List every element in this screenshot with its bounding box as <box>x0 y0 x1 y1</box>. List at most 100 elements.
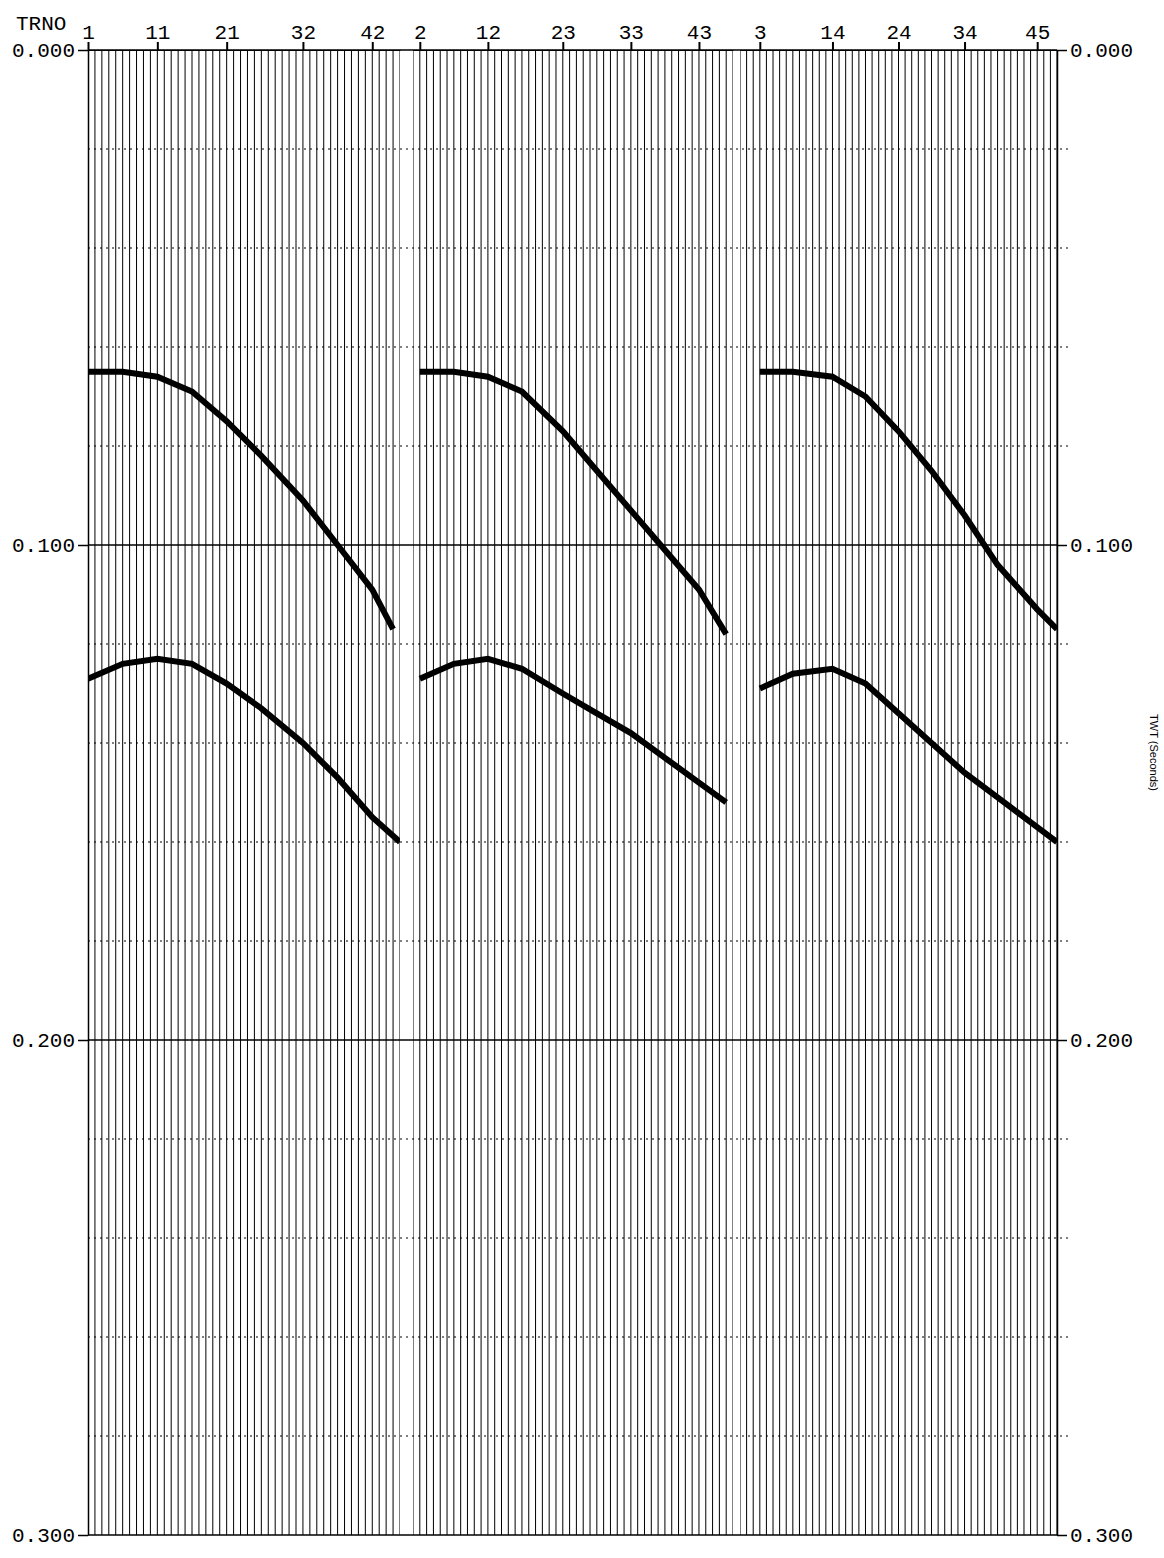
x-axis: 111213242 <box>82 22 400 51</box>
trace <box>330 50 331 1535</box>
tick: 23 <box>551 22 576 50</box>
trace <box>254 50 255 1535</box>
trace <box>122 50 123 1535</box>
tick-label: 11 <box>145 22 170 45</box>
trace <box>806 50 807 1535</box>
chart: 1112132422122333433142434450.0000.1000.2… <box>0 0 1164 1558</box>
trace <box>852 50 853 1535</box>
tick-label: 21 <box>215 22 240 45</box>
trace <box>569 50 570 1535</box>
tick: 0.100 <box>1057 535 1133 558</box>
grid-line <box>88 1534 1057 1536</box>
tick-mark <box>78 545 88 547</box>
tick-label: 0.300 <box>12 1525 75 1548</box>
trace <box>977 50 978 1535</box>
trace <box>157 50 158 1535</box>
x-axis-title: TRNO <box>16 13 66 36</box>
trace <box>101 50 102 1535</box>
trace <box>617 50 618 1535</box>
trace <box>911 50 912 1535</box>
trace <box>372 50 373 1535</box>
trace <box>426 50 427 1535</box>
trace <box>630 50 631 1535</box>
trace <box>171 50 172 1535</box>
trace <box>759 50 760 1535</box>
tick-label: 0.100 <box>12 535 75 558</box>
grid-line <box>88 544 1057 546</box>
tick-mark <box>78 1040 88 1042</box>
tick-label: 0.000 <box>12 40 75 63</box>
trace <box>685 50 686 1535</box>
tick: 21 <box>215 22 240 50</box>
trace <box>664 50 665 1535</box>
trace <box>740 50 741 1535</box>
tick-mark <box>78 50 88 52</box>
major-grid <box>88 50 1057 1535</box>
event-line <box>88 372 393 629</box>
grid-line <box>88 742 1069 743</box>
trace <box>1010 50 1011 1535</box>
trace <box>698 50 699 1535</box>
trace <box>296 50 297 1535</box>
tick-label: 45 <box>1025 22 1050 45</box>
tick-label: 0.200 <box>12 1030 75 1053</box>
trace <box>779 50 780 1535</box>
tick-label: 12 <box>476 22 501 45</box>
grid-line <box>88 49 1057 51</box>
trace <box>240 50 241 1535</box>
trace <box>549 50 550 1535</box>
trace <box>705 50 706 1535</box>
trace <box>644 50 645 1535</box>
trace <box>316 50 317 1535</box>
axis-line <box>88 51 90 1536</box>
trace <box>481 50 482 1535</box>
trace <box>115 50 116 1535</box>
tick-mark <box>1057 1040 1067 1042</box>
trace <box>905 50 906 1535</box>
tick: 0.300 <box>1057 1525 1133 1548</box>
tick-label: 0.300 <box>1070 1525 1133 1548</box>
trace <box>136 50 137 1535</box>
trace <box>726 50 727 1535</box>
tick: 1 <box>82 22 95 50</box>
panel-plot <box>740 50 1057 1535</box>
trace <box>358 50 359 1535</box>
trace <box>898 50 899 1535</box>
trace <box>460 50 461 1535</box>
trace <box>494 50 495 1535</box>
grid-line <box>88 1237 1069 1238</box>
grid-line <box>88 346 1069 347</box>
trace <box>535 50 536 1535</box>
trace <box>590 50 591 1535</box>
grid-line <box>88 841 1069 842</box>
trace <box>819 50 820 1535</box>
trace <box>637 50 638 1535</box>
tick: 2 <box>414 22 427 50</box>
trace <box>150 50 151 1535</box>
trace <box>419 50 420 1535</box>
tick: 3 <box>754 22 767 50</box>
tick-label: 0.200 <box>1070 1030 1133 1053</box>
tick-mark <box>78 1535 88 1537</box>
grid-line <box>88 1435 1069 1436</box>
tick-label: 0.000 <box>1070 40 1133 63</box>
trace <box>233 50 234 1535</box>
tick-mark <box>1057 545 1067 547</box>
trace <box>261 50 262 1535</box>
trace <box>1057 50 1058 1535</box>
trace <box>812 50 813 1535</box>
trace <box>88 50 89 1535</box>
trace <box>219 50 220 1535</box>
tick: 0.300 <box>12 1525 88 1548</box>
trace <box>344 50 345 1535</box>
trace <box>1043 50 1044 1535</box>
trace <box>212 50 213 1535</box>
trace <box>583 50 584 1535</box>
minor-grid <box>88 149 1069 1436</box>
trace <box>951 50 952 1535</box>
tick-label: 34 <box>952 22 977 45</box>
trace <box>918 50 919 1535</box>
trace <box>562 50 563 1535</box>
trace <box>576 50 577 1535</box>
tick: 0.000 <box>1057 40 1133 63</box>
